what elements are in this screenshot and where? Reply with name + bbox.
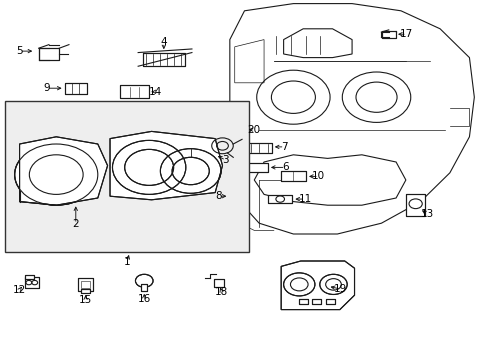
Circle shape: [319, 274, 346, 294]
Bar: [312, 299, 321, 304]
Bar: [143, 53, 184, 66]
Circle shape: [229, 190, 246, 203]
Text: 4: 4: [160, 37, 167, 48]
Text: 7: 7: [281, 142, 287, 152]
Bar: [64, 83, 87, 94]
Bar: [267, 195, 292, 203]
Circle shape: [283, 273, 314, 296]
Bar: [247, 163, 267, 172]
Bar: [280, 171, 305, 181]
Bar: [39, 48, 59, 60]
Bar: [312, 299, 321, 304]
Polygon shape: [20, 137, 107, 205]
Bar: [246, 143, 271, 153]
Bar: [64, 83, 87, 94]
Bar: [141, 284, 147, 291]
Bar: [247, 163, 267, 172]
Bar: [246, 143, 271, 153]
Bar: [25, 277, 39, 288]
Text: 20: 20: [247, 125, 260, 135]
Bar: [325, 299, 334, 304]
Text: 15: 15: [79, 294, 92, 305]
Bar: [213, 279, 224, 287]
Text: 16: 16: [137, 294, 151, 304]
Text: 12: 12: [13, 285, 26, 295]
Text: 9: 9: [43, 83, 50, 93]
Bar: [213, 279, 224, 287]
Bar: [298, 299, 307, 304]
Text: 1: 1: [123, 257, 130, 267]
Text: 6: 6: [282, 162, 288, 172]
Circle shape: [15, 144, 98, 205]
Bar: [25, 275, 34, 279]
Bar: [143, 53, 184, 66]
Bar: [81, 289, 90, 293]
Bar: [141, 284, 147, 291]
Text: 3: 3: [222, 155, 229, 165]
Bar: [81, 281, 90, 288]
Bar: [381, 31, 395, 38]
Bar: [405, 194, 425, 216]
Text: 5: 5: [16, 46, 23, 56]
Bar: [81, 289, 90, 293]
Circle shape: [135, 274, 153, 287]
Text: 18: 18: [214, 287, 228, 297]
Text: 13: 13: [420, 209, 434, 219]
Bar: [78, 278, 93, 291]
Text: 11: 11: [298, 194, 311, 204]
Bar: [298, 299, 307, 304]
Bar: [381, 31, 395, 38]
Circle shape: [230, 123, 248, 136]
Circle shape: [112, 140, 185, 194]
Bar: [78, 278, 93, 291]
Bar: [25, 277, 39, 288]
Text: 10: 10: [312, 171, 325, 181]
Bar: [267, 195, 292, 203]
Bar: [405, 194, 425, 216]
Text: 17: 17: [399, 29, 413, 39]
Text: 19: 19: [333, 284, 347, 294]
Polygon shape: [281, 261, 354, 310]
Text: 2: 2: [72, 219, 79, 229]
Text: 8: 8: [215, 191, 222, 201]
Bar: [325, 299, 334, 304]
Bar: [25, 275, 34, 279]
Bar: [120, 85, 148, 98]
Text: 14: 14: [148, 87, 162, 97]
Bar: [5, 101, 249, 252]
Bar: [280, 171, 305, 181]
Polygon shape: [110, 131, 222, 200]
Bar: [39, 48, 59, 60]
Bar: [120, 85, 148, 98]
Circle shape: [160, 149, 221, 193]
